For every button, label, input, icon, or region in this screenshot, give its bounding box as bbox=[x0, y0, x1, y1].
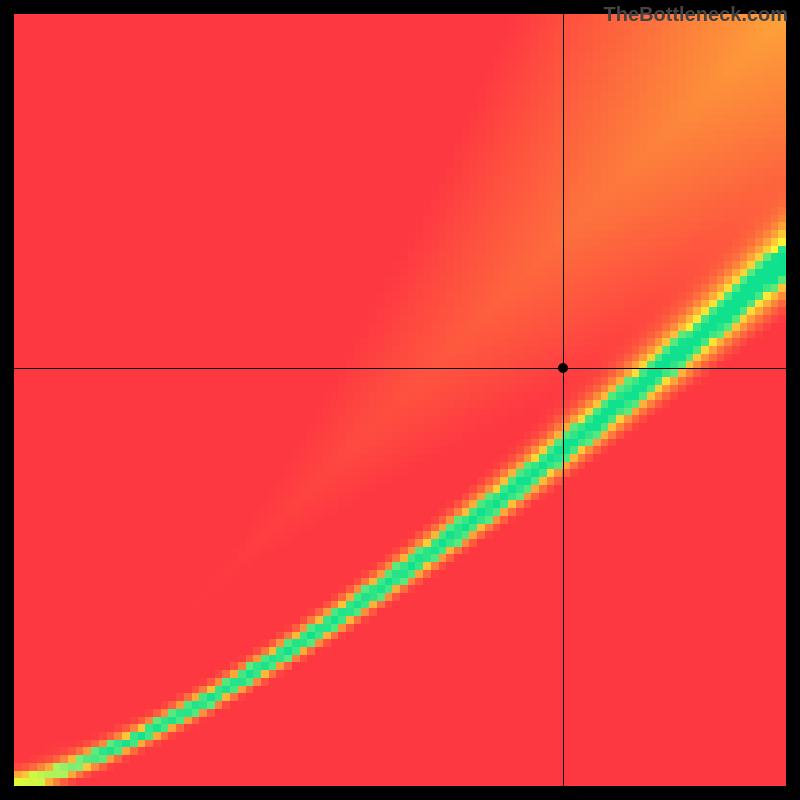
heatmap-canvas bbox=[14, 14, 786, 786]
crosshair-marker bbox=[558, 363, 568, 373]
plot-area bbox=[14, 14, 786, 786]
crosshair-vertical bbox=[563, 14, 564, 786]
watermark-text: TheBottleneck.com bbox=[604, 4, 788, 27]
crosshair-horizontal bbox=[14, 368, 786, 369]
